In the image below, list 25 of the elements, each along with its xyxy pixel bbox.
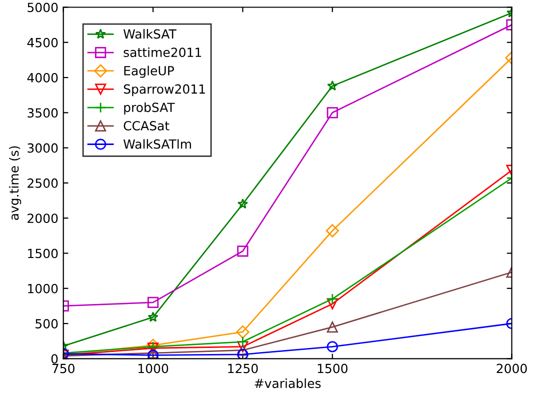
legend-label: WalkSAT — [123, 29, 176, 39]
x-tick-label: 1500 — [318, 364, 348, 374]
legend-label: probSAT — [124, 102, 175, 115]
x-tick-label: 750 — [52, 364, 74, 374]
y-tick-label: 4000 — [27, 73, 58, 82]
x-tick-label: 1000 — [138, 364, 168, 374]
y-tick-label: 2000 — [28, 214, 58, 224]
legend-label: WalkSATlm — [123, 139, 191, 149]
y-tick-label: 3000 — [28, 143, 58, 153]
y-tick-label: 2500 — [28, 178, 58, 188]
y-tick-label: 0 — [51, 354, 58, 364]
x-axis-title: #variables — [254, 378, 321, 388]
legend-label: sattime2011 — [124, 47, 202, 58]
y-tick-label: 4500 — [27, 38, 58, 48]
x-tick-label: 2000 — [496, 364, 527, 374]
y-tick-label: 1500 — [28, 248, 58, 258]
legend-label: EagleUP — [124, 66, 174, 78]
legend-label: CCASat — [124, 121, 170, 130]
legend-label: Sparrow2011 — [124, 84, 205, 96]
y-tick-label: 3500 — [28, 108, 58, 118]
y-tick-label: 500 — [36, 319, 58, 328]
x-tick-label: 1250 — [228, 364, 258, 374]
y-tick-label: 5000 — [28, 2, 58, 12]
y-tick-label: 1000 — [28, 284, 58, 294]
y-axis-title: avg.time (s) — [9, 146, 22, 220]
